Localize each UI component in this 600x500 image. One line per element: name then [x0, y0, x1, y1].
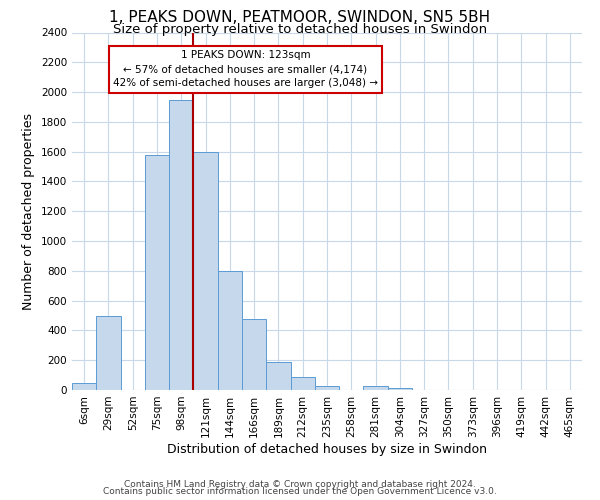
Bar	[242, 318, 266, 390]
Text: 1 PEAKS DOWN: 123sqm
← 57% of detached houses are smaller (4,174)
42% of semi-de: 1 PEAKS DOWN: 123sqm ← 57% of detached h…	[113, 50, 378, 88]
Bar	[169, 100, 193, 390]
Text: Size of property relative to detached houses in Swindon: Size of property relative to detached ho…	[113, 22, 487, 36]
Text: 1, PEAKS DOWN, PEATMOOR, SWINDON, SN5 5BH: 1, PEAKS DOWN, PEATMOOR, SWINDON, SN5 5B…	[109, 10, 491, 25]
Bar	[364, 386, 388, 390]
Text: Contains HM Land Registry data © Crown copyright and database right 2024.: Contains HM Land Registry data © Crown c…	[124, 480, 476, 489]
Bar	[193, 152, 218, 390]
Text: Contains public sector information licensed under the Open Government Licence v3: Contains public sector information licen…	[103, 487, 497, 496]
Y-axis label: Number of detached properties: Number of detached properties	[22, 113, 35, 310]
Bar	[145, 156, 169, 390]
Bar	[72, 382, 96, 390]
Bar	[96, 316, 121, 390]
Bar	[266, 362, 290, 390]
Bar	[290, 376, 315, 390]
Bar	[388, 388, 412, 390]
Bar	[218, 271, 242, 390]
X-axis label: Distribution of detached houses by size in Swindon: Distribution of detached houses by size …	[167, 442, 487, 456]
Bar	[315, 386, 339, 390]
